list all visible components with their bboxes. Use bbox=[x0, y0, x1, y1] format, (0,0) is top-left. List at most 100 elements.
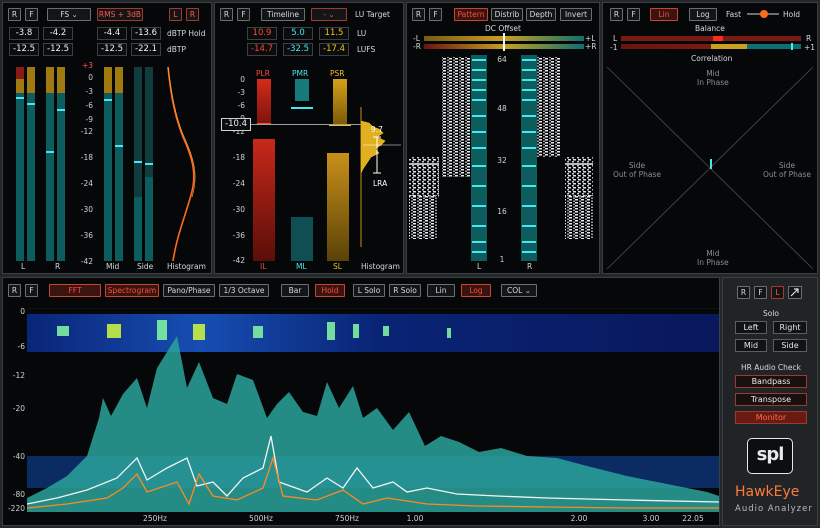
hold-button[interactable]: Hold bbox=[315, 284, 345, 297]
right-channel-button[interactable]: R bbox=[186, 8, 199, 21]
true-peak-l: -12.5 bbox=[9, 43, 39, 56]
reset-button[interactable]: R bbox=[8, 284, 21, 297]
bar-button[interactable]: Bar bbox=[281, 284, 309, 297]
pmr-header: PMR bbox=[292, 69, 309, 78]
freq-tick: 3.00 bbox=[642, 514, 660, 523]
dbtp-label: dBTP bbox=[167, 45, 187, 54]
reset-button[interactable]: R bbox=[412, 8, 425, 21]
solo-side-button[interactable]: Side bbox=[773, 339, 807, 352]
monitor-button[interactable]: Monitor bbox=[735, 411, 807, 424]
scale-tick: 0 bbox=[240, 75, 245, 84]
lra-label: LRA bbox=[373, 179, 388, 188]
goniometer bbox=[606, 66, 814, 270]
bandpass-button[interactable]: Bandpass bbox=[735, 375, 807, 388]
plus-l-label: +L bbox=[585, 34, 596, 43]
db-tick: -6 bbox=[17, 342, 25, 351]
reset-button[interactable]: R bbox=[737, 286, 750, 299]
solo-left-button[interactable]: Left bbox=[735, 321, 767, 334]
mid-level-meter bbox=[104, 67, 124, 261]
level-meter-panel: R F FS ⌄ RMS + 3dB L R -3.8 -4.2 -12.5 -… bbox=[2, 2, 212, 274]
scale-tick: -12 bbox=[232, 127, 245, 136]
color-select[interactable]: COL ⌄ bbox=[501, 284, 537, 297]
dc-offset-title: DC Offset bbox=[485, 24, 521, 33]
reset-button[interactable]: R bbox=[610, 8, 623, 21]
scale-tick: -9 bbox=[85, 115, 93, 124]
spectrum-display bbox=[27, 308, 719, 512]
link-button[interactable]: L bbox=[771, 286, 784, 299]
rms-mode-button[interactable]: RMS + 3dB bbox=[97, 8, 143, 21]
expand-icon[interactable] bbox=[788, 286, 802, 299]
distrib-button[interactable]: Distrib bbox=[491, 8, 523, 21]
scale-select[interactable]: FS ⌄ bbox=[47, 8, 91, 21]
speed-slider-handle[interactable] bbox=[760, 10, 768, 18]
lu-target-label: LU Target bbox=[355, 10, 390, 19]
pattern-button[interactable]: Pattern bbox=[454, 8, 488, 21]
db-tick: -40 bbox=[12, 452, 25, 461]
target-marker[interactable]: -10.4 bbox=[221, 118, 251, 131]
lin-button[interactable]: Lin bbox=[427, 284, 455, 297]
side-level-meter bbox=[134, 67, 154, 261]
minus-r-label: -R bbox=[413, 42, 421, 51]
freq-tick: 750Hz bbox=[335, 514, 359, 523]
scale-tick: -24 bbox=[80, 179, 93, 188]
loudness-panel: R F Timeline - ⌄ LU Target 10.9 5.0 11.5… bbox=[214, 2, 404, 274]
pano-phase-button[interactable]: Pano/Phase bbox=[163, 284, 215, 297]
bit-pattern-display bbox=[409, 55, 593, 261]
freeze-button[interactable]: F bbox=[25, 8, 38, 21]
histogram-label: Histogram bbox=[361, 262, 400, 271]
lu-target-select[interactable]: - ⌄ bbox=[311, 8, 347, 21]
correlation-minus-label: -1 bbox=[610, 43, 618, 52]
log-button[interactable]: Log bbox=[461, 284, 491, 297]
correlation-meter bbox=[621, 43, 801, 50]
histogram-label: Histogram bbox=[167, 262, 206, 271]
il-lufs-value: -14.7 bbox=[247, 43, 277, 56]
freq-tick: 1.00 bbox=[406, 514, 424, 523]
freeze-button[interactable]: F bbox=[429, 8, 442, 21]
solo-mid-button[interactable]: Mid bbox=[735, 339, 767, 352]
db-tick: -20 bbox=[12, 404, 25, 413]
freeze-button[interactable]: F bbox=[25, 284, 38, 297]
left-channel-button[interactable]: L bbox=[169, 8, 182, 21]
psr-header: PSR bbox=[330, 69, 345, 78]
true-peak-r: -12.5 bbox=[43, 43, 73, 56]
scale-tick: +3 bbox=[81, 61, 93, 70]
spectrogram-button[interactable]: Spectrogram bbox=[105, 284, 159, 297]
true-peak-hold-side: -13.6 bbox=[131, 27, 161, 40]
r-solo-button[interactable]: R Solo bbox=[389, 284, 421, 297]
freeze-button[interactable]: F bbox=[754, 286, 767, 299]
solo-title: Solo bbox=[763, 309, 780, 318]
minus-l-label: -L bbox=[413, 34, 420, 43]
true-peak-mid: -12.5 bbox=[97, 43, 127, 56]
invert-button[interactable]: Invert bbox=[560, 8, 592, 21]
side-out-of-phase-right: Side Out of Phase bbox=[763, 161, 811, 179]
third-octave-button[interactable]: 1/3 Octave bbox=[219, 284, 269, 297]
timeline-button[interactable]: Timeline bbox=[261, 8, 305, 21]
fft-button[interactable]: FFT bbox=[49, 284, 101, 297]
lin-button[interactable]: Lin bbox=[650, 8, 678, 21]
freq-tick: 250Hz bbox=[143, 514, 167, 523]
l-solo-button[interactable]: L Solo bbox=[353, 284, 385, 297]
freeze-button[interactable]: F bbox=[237, 8, 250, 21]
true-peak-hold-l: -3.8 bbox=[9, 27, 39, 40]
freq-tick: 2.00 bbox=[570, 514, 588, 523]
sl-lufs-value: -17.4 bbox=[319, 43, 349, 56]
log-button[interactable]: Log bbox=[689, 8, 717, 21]
freq-tick: 22.05 bbox=[682, 514, 704, 523]
plus-r-label: +R bbox=[585, 42, 597, 51]
transpose-button[interactable]: Transpose bbox=[735, 393, 807, 406]
bit-right-label: R bbox=[527, 262, 533, 271]
speed-slider[interactable] bbox=[747, 10, 779, 18]
mid-in-phase-top: Mid In Phase bbox=[697, 69, 729, 87]
mid-label: Mid bbox=[106, 262, 120, 271]
reset-button[interactable]: R bbox=[220, 8, 233, 21]
depth-button[interactable]: Depth bbox=[526, 8, 556, 21]
left-level-meter bbox=[16, 67, 36, 261]
plr-header: PLR bbox=[256, 69, 270, 78]
reset-button[interactable]: R bbox=[8, 8, 21, 21]
plr-bar bbox=[257, 79, 271, 125]
true-peak-side: -22.1 bbox=[131, 43, 161, 56]
dc-offset-panel: R F Pattern Distrib Depth Invert DC Offs… bbox=[406, 2, 600, 274]
scale-tick: -30 bbox=[80, 205, 93, 214]
solo-right-button[interactable]: Right bbox=[773, 321, 807, 334]
freeze-button[interactable]: F bbox=[627, 8, 640, 21]
